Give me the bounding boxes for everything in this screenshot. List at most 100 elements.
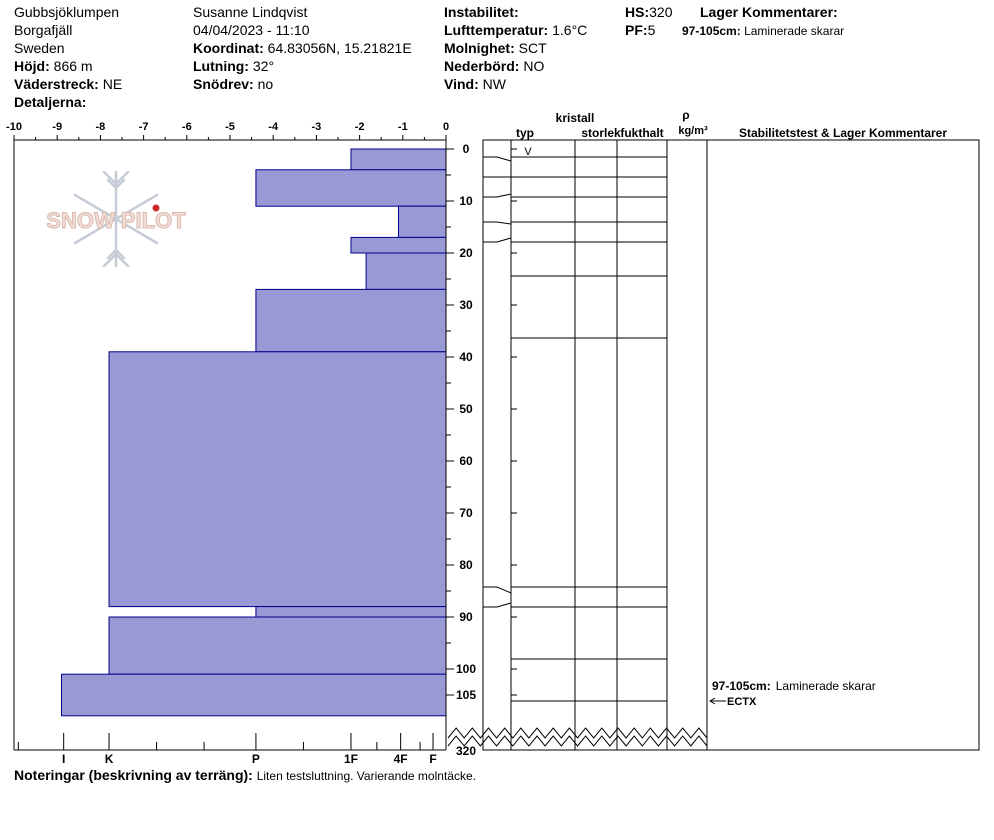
sky-row: Molnighet: SCT [444, 39, 587, 57]
airtemp-label: Lufttemperatur: [444, 22, 549, 38]
hardness-bottom-axis: I K P 1F 4F F [17, 733, 437, 766]
sky-value: SCT [518, 40, 547, 56]
aspect-label: Väderstreck: [14, 76, 99, 92]
table-layer-comment: 97-105cm: Laminerade skarar [712, 679, 876, 693]
instability-row: Instabilitet: [444, 3, 587, 21]
coord-row: Koordinat: 64.83056N, 15.21821E [193, 39, 412, 57]
crystal-form-marker: V [524, 146, 532, 158]
depth-axis-label: 70 [459, 506, 473, 520]
depth-axis-label: 50 [459, 402, 473, 416]
aspect-value: NE [102, 76, 123, 92]
top-axis-tick-label: -9 [52, 121, 62, 133]
header-col-5: Lager Kommentarer: [700, 3, 838, 21]
layer-connector [483, 602, 512, 608]
observer-name: Susanne Lindqvist [193, 4, 308, 20]
hardness-layer-bar [255, 169, 447, 207]
col-size-header: storlek [581, 126, 621, 140]
instability-label: Instabilitet: [444, 4, 519, 20]
top-axis-tick-label: -5 [225, 121, 235, 133]
top-axis-tick-label: -3 [312, 121, 322, 133]
top-axis-tick-label: -6 [182, 121, 192, 133]
layer-connector [483, 156, 512, 162]
hardness-layer-bar [397, 205, 447, 238]
airtemp-row: Lufttemperatur: 1.6°C [444, 21, 587, 39]
wind-label: Vind: [444, 76, 479, 92]
hardness-layer-bar [108, 351, 447, 608]
notes-text: Liten testsluttning. Varierande molntäck… [256, 769, 476, 783]
pf-value: 5 [647, 22, 656, 38]
country-name: Sweden [14, 40, 65, 56]
layer-comment-range: 97-105cm: [682, 24, 741, 38]
zigzag-line [447, 727, 708, 739]
layer-connector [483, 237, 512, 243]
hardness-layer-bar [365, 252, 447, 290]
details-row: Detaljerna: [14, 93, 122, 111]
precip-value: NO [523, 58, 545, 74]
hardness-layer-bar [108, 616, 447, 675]
hardness-layer-bar [255, 288, 447, 353]
header-col-1: Gubbsjöklumpen Borgafjäll Sweden Höjd: 8… [14, 3, 122, 111]
header-col-3: Instabilitet: Lufttemperatur: 1.6°C Moln… [444, 3, 587, 93]
elevation-row: Höjd: 866 m [14, 57, 122, 75]
top-axis-tick-label: -4 [268, 121, 279, 133]
depth-axis-label: 10 [459, 194, 473, 208]
hardness-top-axis: -10 -9 -8 -7 -6 -5 -4 -3 -2 -1 0 [6, 121, 449, 141]
airtemp-value: 1.6°C [552, 22, 588, 38]
depth-axis: 0 10 20 30 40 50 60 70 80 90 100 105 320 [445, 140, 517, 758]
layer-comment-header-row: 97-105cm: Laminerade skarar [682, 22, 844, 40]
top-axis-tick-label: -2 [355, 121, 365, 133]
hardness-layers [61, 148, 447, 717]
hardness-layer-bar [350, 148, 447, 171]
depth-axis-label: 40 [459, 350, 473, 364]
watermark-dot [152, 204, 160, 212]
drift-value: no [257, 76, 274, 92]
depth-axis-label: 20 [459, 246, 473, 260]
stability-test-label: ECTX [727, 696, 757, 708]
wind-row: Vind: NW [444, 75, 587, 93]
notes-label: Noteringar (beskrivning av terräng): [14, 767, 253, 783]
observation-datetime: 04/04/2023 - 11:10 [193, 22, 310, 38]
elevation-label: Höjd: [14, 58, 50, 74]
depth-axis-label: 80 [459, 558, 473, 572]
slope-row: Lutning: 32° [193, 57, 412, 75]
wind-value: NW [482, 76, 506, 92]
snow-profile-chart: SNOW PILOT -10 -9 -8 -7 -6 -5 -4 -3 -2 -1 0 I K P 1F 4… [6, 108, 980, 766]
top-axis-tick-label: 0 [443, 121, 449, 133]
precip-row: Nederbörd: NO [444, 57, 587, 75]
hardness-layer-bar [350, 236, 447, 254]
depth-axis-label: 0 [463, 142, 470, 156]
drift-label: Snödrev: [193, 76, 254, 92]
depth-break-label: 320 [456, 744, 476, 758]
slope-value: 32° [252, 58, 275, 74]
col-type-header: typ [516, 126, 534, 140]
layer-comment-text: Laminerade skarar [744, 24, 845, 38]
slope-label: Lutning: [193, 58, 249, 74]
drift-row: Snödrev: no [193, 75, 412, 93]
hs-label: HS: [625, 4, 650, 20]
top-axis-tick-label: -10 [6, 121, 22, 133]
pf-row: PF:5 [625, 21, 672, 39]
stability-test-marker: ECTX [709, 696, 757, 708]
region-name: Borgafjäll [14, 22, 73, 38]
layer-comments-title: Lager Kommentarer: [700, 4, 838, 20]
precip-label: Nederbörd: [444, 58, 520, 74]
watermark-text: SNOW PILOT [46, 208, 186, 233]
hardness-layer-bar [61, 673, 447, 717]
details-label: Detaljerna: [14, 94, 87, 110]
zigzag-line [447, 735, 708, 747]
aspect-row: Väderstreck: NE [14, 75, 122, 93]
layer-connector [483, 221, 512, 225]
col-moisture-header: fukthalt [620, 126, 663, 140]
layer-connector [483, 193, 512, 198]
layer-connector [483, 586, 512, 594]
header-col-2: Susanne Lindqvist 04/04/2023 - 11:10 Koo… [193, 3, 412, 93]
depth-axis-label: 90 [459, 610, 473, 624]
hs-row: HS:320 [625, 3, 672, 21]
table-layer-comment-text: Laminerade skarar [776, 679, 876, 693]
top-axis-tick-label: -1 [398, 121, 408, 133]
pf-label: PF: [625, 22, 648, 38]
col-rho-header: ρ [682, 108, 689, 122]
notes-section: Noteringar (beskrivning av terräng): Lit… [14, 767, 476, 783]
coord-label: Koordinat: [193, 40, 264, 56]
col-crystal-header: kristall [556, 111, 595, 125]
